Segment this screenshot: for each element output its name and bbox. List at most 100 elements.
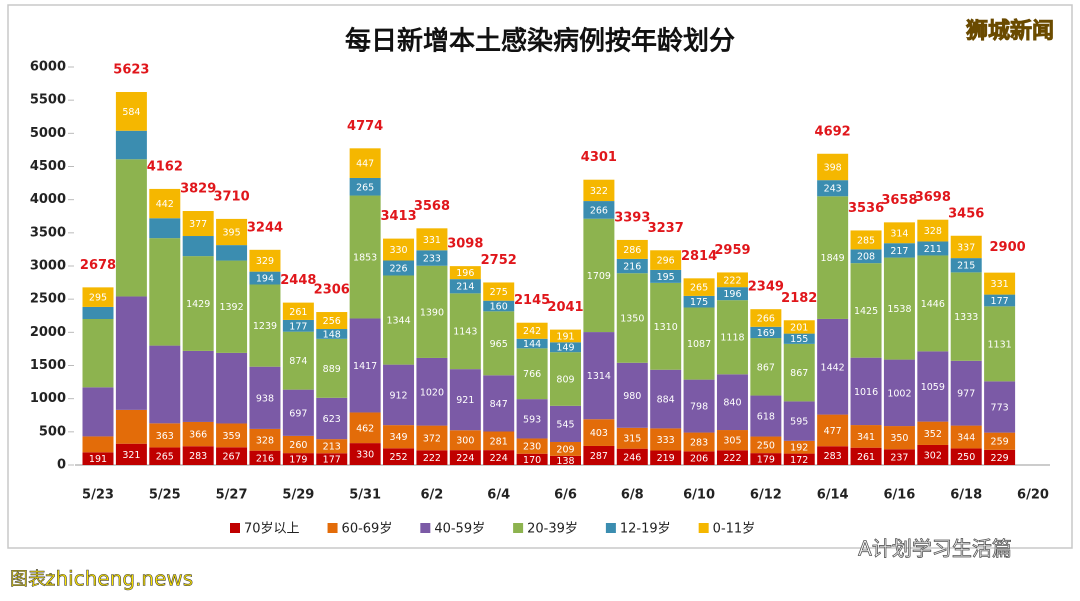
segment-label: 224 <box>456 453 474 464</box>
total-label: 2752 <box>481 253 517 268</box>
segment-label: 283 <box>824 451 842 462</box>
bar-segment <box>282 389 314 436</box>
bar-segment <box>650 282 682 370</box>
bar-segment <box>650 450 682 465</box>
legend-swatch <box>698 523 709 533</box>
legend-label: 0-11岁 <box>713 522 756 537</box>
segment-label: 1143 <box>453 327 477 338</box>
y-tick-label: 5000 <box>30 126 66 141</box>
segment-label: 1118 <box>720 333 744 344</box>
segment-label: 977 <box>957 389 975 400</box>
segment-label: 1429 <box>186 299 210 310</box>
bar-segment <box>349 318 381 413</box>
segment-label: 331 <box>423 235 441 246</box>
bar-segment <box>182 256 214 351</box>
bar-segment <box>82 306 114 320</box>
segment-label: 697 <box>289 408 307 419</box>
segment-label: 224 <box>490 453 508 464</box>
bar-segment <box>249 428 281 451</box>
bar-segment <box>616 448 648 465</box>
segment-label: 337 <box>957 242 975 253</box>
segment-label: 398 <box>824 162 842 173</box>
bar-segment <box>817 446 849 465</box>
bar-segment <box>984 381 1016 433</box>
bar-segment <box>550 342 581 353</box>
x-tick-label: 6/2 <box>421 488 444 503</box>
bar-segment <box>716 450 748 465</box>
total-label: 2900 <box>990 240 1026 255</box>
segment-label: 266 <box>590 205 608 216</box>
bar-segment <box>783 453 815 465</box>
segment-label: 773 <box>991 402 1009 413</box>
bar-segment <box>216 423 248 448</box>
segment-label: 867 <box>757 362 775 373</box>
segment-label: 462 <box>356 423 374 434</box>
bar-segment <box>383 425 415 449</box>
bar-segment <box>817 153 849 181</box>
segment-label: 889 <box>323 364 341 375</box>
bar-segment <box>383 238 415 261</box>
segment-label: 322 <box>590 186 608 197</box>
bar-segment <box>483 282 515 301</box>
total-label: 4301 <box>581 150 617 165</box>
bar-segment <box>750 309 782 327</box>
bar-segment <box>650 428 682 451</box>
bar-segment <box>883 257 915 360</box>
segment-label: 211 <box>924 244 942 255</box>
bar-segment <box>449 293 481 370</box>
segment-label: 341 <box>857 432 875 443</box>
segment-label: 275 <box>490 287 508 298</box>
legend-label: 40-59岁 <box>434 522 485 537</box>
bar-segment <box>683 307 715 380</box>
bar-segment <box>950 258 982 273</box>
bar-segment <box>449 266 481 280</box>
watermark: 狮城新闻 <box>966 18 1054 44</box>
bar-segment <box>883 359 915 427</box>
bar-segment <box>817 318 849 415</box>
bar-segment <box>516 322 548 339</box>
segment-label: 328 <box>924 226 942 237</box>
bar-segment <box>249 271 281 285</box>
segment-label: 328 <box>256 435 274 446</box>
total-label: 5623 <box>113 63 149 78</box>
segment-label: 283 <box>189 451 207 462</box>
bar-segment <box>115 159 147 297</box>
segment-label: 213 <box>323 442 341 453</box>
bar-segment <box>984 432 1016 450</box>
total-label: 3829 <box>180 182 216 197</box>
segment-label: 1344 <box>386 316 410 327</box>
bar-segment <box>750 395 782 437</box>
bar-segment <box>616 362 648 428</box>
segment-label: 252 <box>389 452 407 463</box>
segment-label: 344 <box>957 433 975 444</box>
legend-label: 70岁以上 <box>244 522 300 537</box>
segment-label: 196 <box>456 268 474 279</box>
segment-label: 175 <box>690 297 708 308</box>
bar-segment <box>449 279 481 294</box>
bar-segment <box>316 453 348 465</box>
segment-label: 1425 <box>854 306 878 317</box>
total-label: 3568 <box>414 199 450 214</box>
bar-segment <box>115 130 147 160</box>
segment-label: 265 <box>356 182 374 193</box>
y-tick-label: 1500 <box>30 358 66 373</box>
y-tick-label: 5500 <box>30 93 66 108</box>
segment-label: 980 <box>623 391 641 402</box>
segment-label: 138 <box>556 456 574 467</box>
bar-segment <box>583 419 615 446</box>
bar-segment <box>82 287 114 307</box>
segment-label: 286 <box>623 245 641 256</box>
segment-label: 261 <box>289 307 307 318</box>
bar-segment <box>349 177 381 196</box>
segment-label: 1350 <box>620 314 644 325</box>
segment-label: 1020 <box>420 387 444 398</box>
segment-label: 300 <box>456 436 474 447</box>
bar-segment <box>917 351 949 422</box>
segment-label: 798 <box>690 402 708 413</box>
segment-label: 1087 <box>687 339 711 350</box>
segment-label: 1059 <box>921 382 945 393</box>
x-tick-label: 5/31 <box>349 488 381 503</box>
bar-segment <box>750 326 782 339</box>
bar-segment <box>416 265 448 358</box>
